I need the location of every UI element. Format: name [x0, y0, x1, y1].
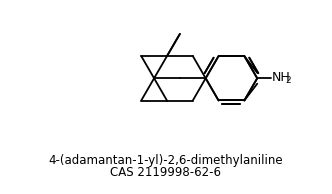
- Text: NH: NH: [272, 71, 291, 84]
- Text: 2: 2: [286, 76, 291, 85]
- Text: CAS 2119998-62-6: CAS 2119998-62-6: [111, 166, 221, 179]
- Text: 4-(adamantan-1-yl)-2,6-dimethylaniline: 4-(adamantan-1-yl)-2,6-dimethylaniline: [49, 154, 283, 167]
